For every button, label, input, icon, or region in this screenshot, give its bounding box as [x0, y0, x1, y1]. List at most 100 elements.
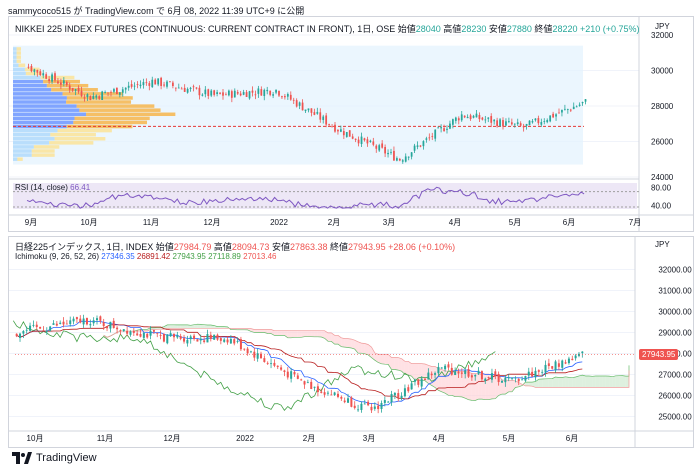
bottom-candle: [260, 353, 263, 359]
volume-profile-bar-down: [18, 63, 26, 68]
top-candle: [475, 113, 478, 118]
top-candle: [225, 94, 227, 96]
bottom-candle: [243, 348, 246, 350]
volume-profile-bar-down: [31, 153, 55, 157]
top-candle: [431, 136, 434, 137]
ichimoku-cloud-segment: [525, 382, 529, 386]
ichimoku-cloud-segment: [291, 330, 295, 338]
bottom-candle: [347, 398, 350, 403]
volume-profile-bar-up: [13, 104, 77, 108]
top-candle: [180, 88, 183, 90]
top-candle: [160, 77, 162, 86]
top-candle: [446, 128, 448, 130]
bottom-time-tick: 3月: [363, 434, 375, 443]
ichimoku-cloud-segment: [455, 371, 459, 397]
bottom-candle: [276, 365, 279, 367]
ichimoku-cloud-segment: [331, 332, 335, 345]
bottom-candle: [226, 339, 229, 343]
top-candle: [207, 89, 210, 96]
ichimoku-cloud-segment: [341, 337, 345, 348]
bottom-price-tick: 25000.00: [658, 413, 692, 422]
bottom-candle: [266, 362, 269, 364]
top-candle: [245, 92, 248, 97]
top-candle: [30, 65, 33, 72]
bottom-candle: [494, 371, 497, 376]
top-candle: [127, 85, 130, 88]
ichimoku-cloud-segment: [240, 328, 245, 330]
volume-profile-bar-up: [13, 108, 80, 112]
bottom-candle: [484, 378, 487, 381]
bottom-candle: [82, 318, 85, 325]
ichimoku-cloud-segment: [381, 354, 385, 365]
top-candle: [549, 115, 552, 122]
bottom-candle: [440, 367, 443, 369]
bottom-time-tick: 10月: [27, 434, 44, 443]
bottom-candle: [206, 334, 209, 343]
ichimoku-cloud-segment: [585, 376, 589, 388]
ichimoku-cloud-segment: [317, 330, 322, 337]
top-candle: [525, 124, 528, 126]
bottom-candle: [511, 377, 514, 379]
ichimoku-cloud-segment: [589, 376, 593, 388]
top-candle: [192, 86, 195, 88]
top-time-tick: 12月: [204, 218, 221, 227]
ichimoku-cloud-segment: [200, 324, 205, 329]
top-candle: [569, 109, 572, 111]
bottom-candle: [564, 362, 567, 364]
top-candle: [195, 87, 198, 89]
ichimoku-cloud-segment: [445, 370, 449, 396]
bottom-candle: [477, 370, 480, 374]
bottom-candle: [109, 321, 112, 329]
ichimoku-cloud-segment: [180, 324, 184, 329]
ichimoku-cloud-segment: [572, 377, 576, 388]
top-candle: [281, 96, 283, 98]
volume-profile-bar-up: [13, 63, 19, 68]
top-candle: [316, 111, 319, 114]
bottom-candle: [454, 371, 457, 375]
ichimoku-label: Ichimoku (9, 26, 52, 26): [15, 252, 100, 261]
top-candle: [322, 116, 325, 120]
top-candle: [496, 120, 498, 127]
bottom-candle: [75, 317, 78, 320]
bottom-chart-canvas[interactable]: 32000.0031000.0030000.0029000.0028000.00…: [9, 237, 693, 447]
top-candle: [48, 79, 50, 82]
top-candle: [272, 94, 274, 96]
top-candle: [463, 115, 466, 118]
ichimoku-cloud-segment: [194, 324, 198, 329]
ichimoku-cloud-segment: [304, 330, 308, 337]
ichimoku-cloud-segment: [615, 375, 620, 388]
bottom-candle: [577, 353, 580, 356]
bottom-candle: [343, 400, 346, 403]
ichimoku-cloud-segment: [297, 330, 302, 338]
bottom-candle: [370, 406, 373, 411]
top-close-label: 終値: [534, 24, 553, 34]
bottom-candle: [119, 330, 122, 331]
bottom-candle: [393, 392, 396, 396]
top-candle: [528, 120, 531, 126]
bottom-candle: [413, 379, 416, 382]
bottom-candle: [303, 381, 306, 385]
top-chart-pane[interactable]: 32000 30000 28000 26000 24000 80.00 40.00 9月 10月…: [8, 16, 694, 232]
bottom-candle: [350, 397, 353, 407]
bottom-candle: [286, 371, 289, 378]
ichimoku-cloud-segment: [374, 352, 379, 363]
tradingview-logo[interactable]: TradingView: [12, 452, 97, 464]
ichimoku-cloud-segment: [625, 376, 629, 388]
ichimoku-cloud-segment: [314, 330, 318, 337]
ichimoku-cloud-segment: [207, 325, 211, 329]
ichimoku-cloud-segment: [431, 366, 436, 388]
bottom-candle: [283, 370, 286, 372]
volume-profile-bar-up: [13, 47, 17, 51]
bottom-chart-pane[interactable]: 32000.0031000.0030000.0029000.0028000.00…: [8, 236, 694, 448]
bottom-candle: [547, 363, 550, 367]
ichimoku-cloud-segment: [528, 382, 533, 387]
top-candle: [390, 151, 392, 153]
top-candle: [564, 108, 566, 110]
ichimoku-cloud-segment: [157, 327, 161, 330]
top-candle: [68, 85, 71, 90]
ichimoku-cloud-segment: [542, 378, 546, 388]
top-candle: [189, 87, 192, 89]
top-time-tick: 2月: [328, 218, 340, 227]
ichimoku-cloud-segment: [267, 329, 272, 334]
